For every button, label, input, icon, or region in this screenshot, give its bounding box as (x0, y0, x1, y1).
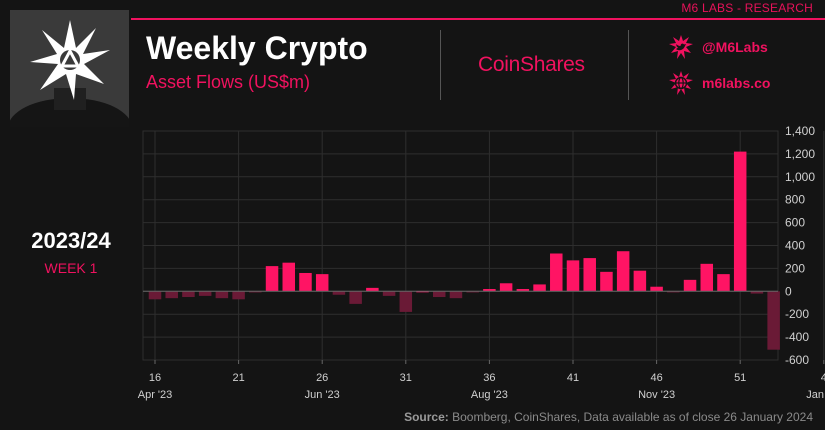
bar (165, 291, 178, 299)
twitter-handle-text: @M6Labs (702, 39, 768, 55)
bar (232, 291, 245, 300)
coinshares-logo: CoinShares (478, 53, 585, 76)
x-tick-month-label: Nov '23 (638, 389, 675, 401)
bar (148, 291, 162, 300)
bar (750, 291, 764, 294)
bar (282, 262, 296, 292)
bar (382, 291, 396, 296)
x-tick-week-label: 4 (821, 372, 825, 384)
bar (249, 291, 262, 293)
page-subtitle: Asset Flows (US$m) (146, 72, 311, 92)
x-tick-week-label: 46 (650, 372, 662, 384)
bar (566, 260, 580, 292)
bar (600, 271, 613, 292)
twitter-icon (669, 35, 693, 59)
source-text: Boomberg, CoinShares, Data available as … (452, 410, 813, 424)
y-tick-label: 1,200 (785, 147, 815, 161)
header-divider (440, 30, 441, 100)
bar (449, 291, 463, 299)
x-tick-week-label: 41 (567, 372, 579, 384)
bar (466, 291, 479, 293)
bar (483, 289, 496, 292)
bar (399, 291, 413, 312)
website-text: m6labs.co (702, 75, 771, 91)
y-tick-label: 200 (785, 261, 805, 275)
bar (366, 287, 379, 292)
asset-flows-chart: 1,400 1,200 1,000 800 600 400 200 0 -200 -400 -600… (138, 124, 825, 401)
x-tick-week-label: 31 (400, 372, 412, 384)
twitter-handle[interactable]: @M6Labs (668, 34, 768, 60)
x-tick-week-label: 16 (149, 372, 161, 384)
bar (432, 291, 446, 298)
m6-logo-icon (10, 10, 129, 127)
bar (315, 274, 329, 292)
bar (733, 151, 747, 292)
bar (667, 291, 680, 293)
y-tick-label: 600 (785, 216, 805, 230)
bar (516, 289, 530, 292)
y-tick-label: -200 (785, 307, 809, 321)
bar (767, 291, 780, 350)
x-tick-week-label: 51 (734, 372, 746, 384)
bar (700, 263, 714, 292)
source-label: Source: (404, 410, 449, 424)
bar (633, 270, 647, 292)
y-tick-label: -400 (785, 330, 809, 344)
y-tick-label: 0 (785, 284, 792, 298)
bar (299, 272, 312, 292)
x-tick-month-label: Jun '23 (305, 389, 340, 401)
bar (265, 266, 279, 292)
bar (550, 253, 563, 292)
x-tick-week-label: 26 (316, 372, 328, 384)
bar (182, 291, 195, 298)
bar (717, 274, 730, 292)
x-tick-week-label: 21 (232, 372, 244, 384)
website-link[interactable]: m6labs.co (668, 70, 770, 96)
y-tick-label: 800 (785, 193, 805, 207)
bar (650, 286, 663, 292)
bar (533, 284, 546, 292)
source-note: Source: Boomberg, CoinShares, Data avail… (404, 410, 813, 424)
bar (583, 258, 596, 292)
bar (215, 291, 229, 299)
brand-label: M6 LABS - RESEARCH (681, 1, 813, 15)
bar (332, 291, 346, 295)
top-accent-line (131, 18, 825, 20)
globe-icon (669, 71, 693, 95)
bar (349, 291, 362, 304)
y-tick-label: 1,000 (785, 170, 815, 184)
x-tick-week-label: 36 (483, 372, 495, 384)
header-divider (628, 30, 629, 100)
x-tick-month-label: Jan '24 (806, 389, 825, 401)
bar (683, 279, 697, 292)
y-tick-label: -600 (785, 353, 809, 367)
y-tick-label: 1,400 (785, 124, 815, 138)
bar (198, 291, 212, 296)
x-tick-month-label: Apr '23 (138, 389, 173, 401)
x-tick-month-label: Aug '23 (471, 389, 508, 401)
period-year: 2023/24 (31, 228, 111, 253)
page-title: Weekly Crypto (146, 30, 368, 66)
bar (499, 283, 513, 292)
avatar (10, 10, 129, 127)
y-tick-label: 400 (785, 239, 805, 253)
period-week: WEEK 1 (44, 260, 98, 276)
bar (616, 251, 630, 292)
